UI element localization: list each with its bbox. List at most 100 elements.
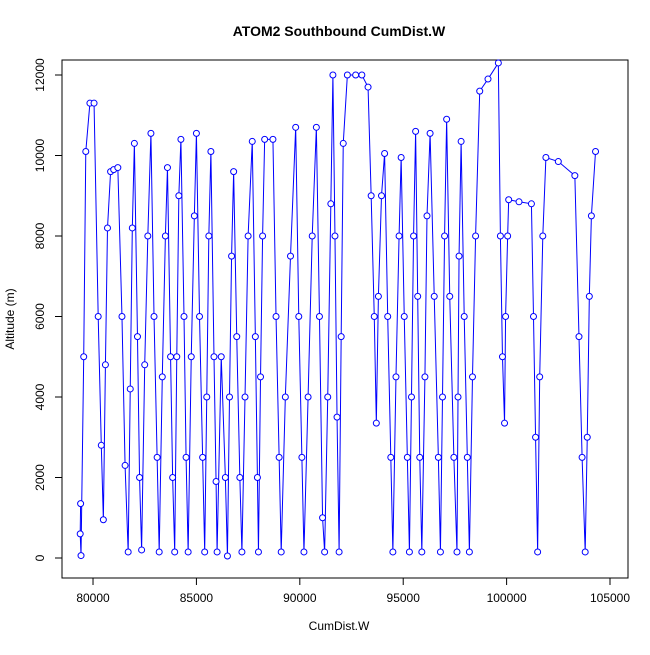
data-point <box>421 373 429 381</box>
data-point <box>124 548 132 556</box>
data-point <box>389 548 397 556</box>
data-point <box>77 552 85 560</box>
data-point <box>221 473 229 481</box>
data-point <box>587 212 595 220</box>
data-point <box>324 393 332 401</box>
data-point <box>182 453 190 461</box>
data-point <box>223 552 231 560</box>
data-point <box>138 546 146 554</box>
data-point <box>298 453 306 461</box>
data-point <box>77 500 85 508</box>
data-point <box>416 453 424 461</box>
data-point <box>571 172 579 180</box>
data-point <box>539 232 547 240</box>
data-point <box>82 147 90 155</box>
data-point <box>410 232 418 240</box>
data-point <box>153 453 161 461</box>
data-point <box>99 516 107 524</box>
data-point <box>184 548 192 556</box>
data-point <box>496 232 504 240</box>
x-tick-label: 80000 <box>76 591 110 605</box>
data-point <box>101 361 109 369</box>
data-point <box>542 154 550 162</box>
data-point <box>343 71 351 79</box>
data-point <box>187 353 195 361</box>
data-point <box>585 292 593 300</box>
data-point <box>327 200 335 208</box>
data-point <box>443 115 451 123</box>
data-point <box>199 453 207 461</box>
data-point <box>331 232 339 240</box>
data-point <box>504 232 512 240</box>
data-point <box>418 548 426 556</box>
data-point <box>423 212 431 220</box>
chart-title: ATOM2 Southbound CumDist.W <box>233 23 446 39</box>
data-point <box>367 192 375 200</box>
data-point <box>453 548 461 556</box>
data-point <box>450 453 458 461</box>
data-point <box>261 135 269 143</box>
data-point <box>455 252 463 260</box>
data-point <box>387 453 395 461</box>
data-point <box>90 99 98 107</box>
x-tick-label: 100000 <box>487 591 527 605</box>
data-point <box>395 232 403 240</box>
x-tick-label: 105000 <box>590 591 630 605</box>
y-tick-label: 10000 <box>33 139 47 173</box>
data-point <box>527 200 535 208</box>
data-point <box>103 224 111 232</box>
data-point <box>136 473 144 481</box>
data-point <box>377 192 385 200</box>
data-point <box>484 75 492 83</box>
data-point <box>370 313 378 321</box>
data-point <box>126 385 134 393</box>
data-point <box>321 548 329 556</box>
data-point <box>463 453 471 461</box>
y-axis-label: Altitude (m) <box>3 288 17 349</box>
data-point <box>295 313 303 321</box>
data-point <box>173 353 181 361</box>
data-point <box>205 232 213 240</box>
data-point <box>155 548 163 556</box>
data-point <box>534 548 542 556</box>
data-point <box>272 313 280 321</box>
data-point <box>269 135 277 143</box>
data-point <box>532 433 540 441</box>
x-axis-label: CumDist.W <box>309 619 370 633</box>
data-point <box>476 87 484 95</box>
data-point <box>592 147 600 155</box>
data-point <box>253 473 261 481</box>
data-point <box>578 453 586 461</box>
data-point <box>210 353 218 361</box>
data-point <box>226 393 234 401</box>
data-point <box>494 59 502 67</box>
data-point <box>430 292 438 300</box>
data-point <box>217 353 225 361</box>
data-point <box>439 393 447 401</box>
data-point <box>315 313 323 321</box>
data-point <box>171 548 179 556</box>
data-point <box>150 313 158 321</box>
data-point <box>436 548 444 556</box>
data-point <box>192 129 200 137</box>
data-point <box>248 137 256 145</box>
data-point <box>167 353 175 361</box>
data-point <box>133 333 141 341</box>
data-point <box>213 548 221 556</box>
data-point <box>161 232 169 240</box>
data-point <box>575 333 583 341</box>
data-point <box>468 373 476 381</box>
data-point <box>177 135 185 143</box>
data-point <box>292 123 300 131</box>
data-point <box>212 478 220 486</box>
data-point <box>414 292 422 300</box>
data-point <box>426 129 434 137</box>
data-point <box>158 373 166 381</box>
data-point <box>407 393 415 401</box>
data-point <box>169 473 177 481</box>
data-point <box>304 393 312 401</box>
data-point <box>121 461 129 469</box>
data-point <box>80 353 88 361</box>
data-point <box>498 353 506 361</box>
data-point <box>536 373 544 381</box>
